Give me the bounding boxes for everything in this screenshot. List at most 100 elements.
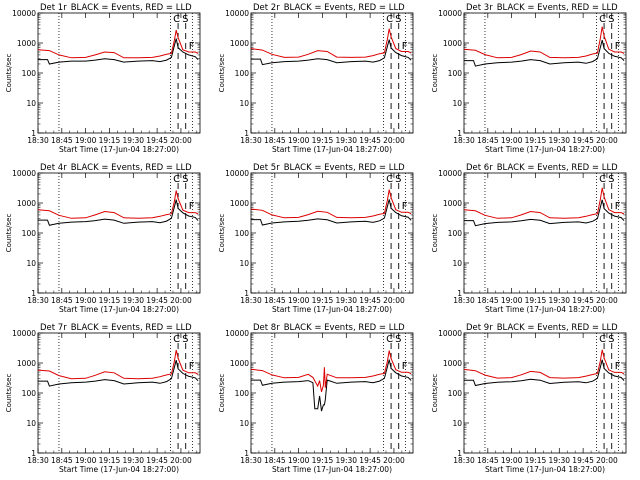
y-tick-label: 100 bbox=[22, 229, 37, 238]
marker-label: F bbox=[402, 41, 408, 52]
x-axis-label: Start Time (17-Jun-04 18:27:00) bbox=[485, 465, 605, 474]
x-tick-label: 18:30 bbox=[453, 296, 475, 305]
y-tick-label: 1 bbox=[457, 289, 462, 298]
y-tick-label: 10000 bbox=[12, 9, 36, 18]
x-tick-label: 19:00 bbox=[501, 296, 523, 305]
detector-label: Det 5r bbox=[253, 163, 280, 173]
y-tick-label: 1000 bbox=[443, 39, 462, 48]
series-legend: BLACK = Events, RED = LLD bbox=[497, 3, 618, 13]
x-tick-label: 19:30 bbox=[548, 456, 570, 465]
x-tick-label: 20:00 bbox=[383, 296, 405, 305]
y-tick-label: 100 bbox=[448, 389, 463, 398]
panel-1: Det 1r BLACK = Events, RED = LLD 1 10 100 100… bbox=[5, 3, 201, 154]
x-tick-label: 18:30 bbox=[240, 456, 262, 465]
y-tick-label: 10000 bbox=[225, 329, 249, 338]
marker-label: F bbox=[615, 201, 621, 212]
y-tick-label: 10 bbox=[26, 259, 36, 268]
x-axis-label: Start Time (17-Jun-04 18:27:00) bbox=[272, 305, 392, 314]
x-tick-label: 18:45 bbox=[264, 296, 286, 305]
y-tick-label: 1 bbox=[457, 449, 462, 458]
x-tick-label: 18:45 bbox=[477, 296, 499, 305]
y-tick-label: 100 bbox=[22, 389, 37, 398]
x-tick-label: 18:30 bbox=[27, 296, 49, 305]
y-tick-label: 1 bbox=[457, 129, 462, 138]
y-axis-label: Counts/sec bbox=[218, 54, 226, 93]
marker-label: S bbox=[395, 174, 401, 185]
y-tick-label: 1000 bbox=[17, 39, 36, 48]
x-tick-label: 19:30 bbox=[122, 456, 144, 465]
y-tick-label: 1 bbox=[244, 289, 249, 298]
marker-label: C bbox=[599, 14, 606, 25]
series-legend: BLACK = Events, RED = LLD bbox=[284, 3, 405, 13]
marker-label: C bbox=[386, 174, 393, 185]
x-tick-label: 19:30 bbox=[122, 296, 144, 305]
events-series-line bbox=[251, 199, 412, 226]
events-series-line bbox=[464, 359, 625, 387]
events-series-line bbox=[38, 38, 199, 65]
detector-label: Det 4r bbox=[40, 163, 67, 173]
y-tick-label: 10000 bbox=[12, 329, 36, 338]
x-tick-label: 19:30 bbox=[548, 296, 570, 305]
x-tick-label: 18:30 bbox=[453, 456, 475, 465]
marker-label: S bbox=[608, 174, 614, 185]
panel-6: Det 6r BLACK = Events, RED = LLD 1 10 100 100… bbox=[431, 163, 627, 314]
lld-series-line bbox=[463, 349, 625, 379]
marker-label: S bbox=[395, 14, 401, 25]
lld-series-line bbox=[463, 187, 625, 219]
x-tick-label: 19:15 bbox=[99, 456, 121, 465]
panel-2: Det 2r BLACK = Events, RED = LLD 1 10 100 100… bbox=[218, 3, 414, 154]
y-tick-label: 10 bbox=[26, 419, 36, 428]
y-tick-label: 1000 bbox=[17, 199, 36, 208]
x-tick-label: 19:00 bbox=[288, 456, 310, 465]
x-tick-label: 18:45 bbox=[264, 456, 286, 465]
x-tick-label: 19:45 bbox=[146, 296, 168, 305]
marker-label: S bbox=[182, 14, 188, 25]
panel-3: Det 3r BLACK = Events, RED = LLD 1 10 100 100… bbox=[431, 3, 627, 154]
events-series-line bbox=[251, 359, 412, 412]
x-tick-label: 19:15 bbox=[312, 456, 334, 465]
series-legend: BLACK = Events, RED = LLD bbox=[71, 3, 192, 13]
x-tick-label: 19:15 bbox=[99, 296, 121, 305]
x-tick-label: 19:45 bbox=[359, 136, 381, 145]
x-tick-label: 18:30 bbox=[27, 456, 49, 465]
y-tick-label: 10000 bbox=[225, 9, 249, 18]
x-tick-label: 19:30 bbox=[548, 136, 570, 145]
marker-label: S bbox=[395, 334, 401, 345]
events-series-line bbox=[464, 199, 625, 227]
panel-title: Det 1r BLACK = Events, RED = LLD bbox=[40, 3, 192, 13]
y-axis-label: Counts/sec bbox=[5, 54, 13, 93]
x-tick-label: 19:45 bbox=[359, 456, 381, 465]
marker-label: C bbox=[599, 334, 606, 345]
x-tick-label: 18:45 bbox=[477, 456, 499, 465]
x-tick-label: 19:45 bbox=[572, 136, 594, 145]
x-tick-label: 19:45 bbox=[359, 296, 381, 305]
panel-title: Det 4r BLACK = Events, RED = LLD bbox=[40, 163, 192, 173]
x-tick-label: 19:45 bbox=[146, 136, 168, 145]
events-series-line bbox=[38, 359, 199, 387]
y-tick-label: 10000 bbox=[12, 169, 36, 178]
lld-series-line bbox=[37, 29, 199, 59]
marker-label: F bbox=[189, 41, 195, 52]
y-tick-label: 10 bbox=[239, 99, 249, 108]
y-axis-label: Counts/sec bbox=[218, 374, 226, 413]
y-axis-label: Counts/sec bbox=[218, 214, 226, 253]
x-tick-label: 19:45 bbox=[572, 296, 594, 305]
detector-label: Det 9r bbox=[466, 323, 493, 333]
y-tick-label: 10 bbox=[452, 99, 462, 108]
x-tick-label: 19:30 bbox=[335, 296, 357, 305]
y-tick-label: 100 bbox=[448, 229, 463, 238]
x-tick-label: 20:00 bbox=[170, 456, 192, 465]
detector-label: Det 3r bbox=[466, 3, 493, 13]
panel-title: Det 7r BLACK = Events, RED = LLD bbox=[40, 323, 192, 333]
series-legend: BLACK = Events, RED = LLD bbox=[497, 323, 618, 333]
y-axis-label: Counts/sec bbox=[431, 214, 439, 253]
y-tick-label: 100 bbox=[235, 229, 250, 238]
x-tick-label: 19:15 bbox=[525, 296, 547, 305]
y-axis-label: Counts/sec bbox=[5, 374, 13, 413]
lld-series-line bbox=[250, 28, 412, 58]
marker-label: C bbox=[599, 174, 606, 185]
x-tick-label: 20:00 bbox=[383, 136, 405, 145]
x-tick-label: 18:45 bbox=[51, 136, 73, 145]
marker-label: F bbox=[189, 201, 195, 212]
